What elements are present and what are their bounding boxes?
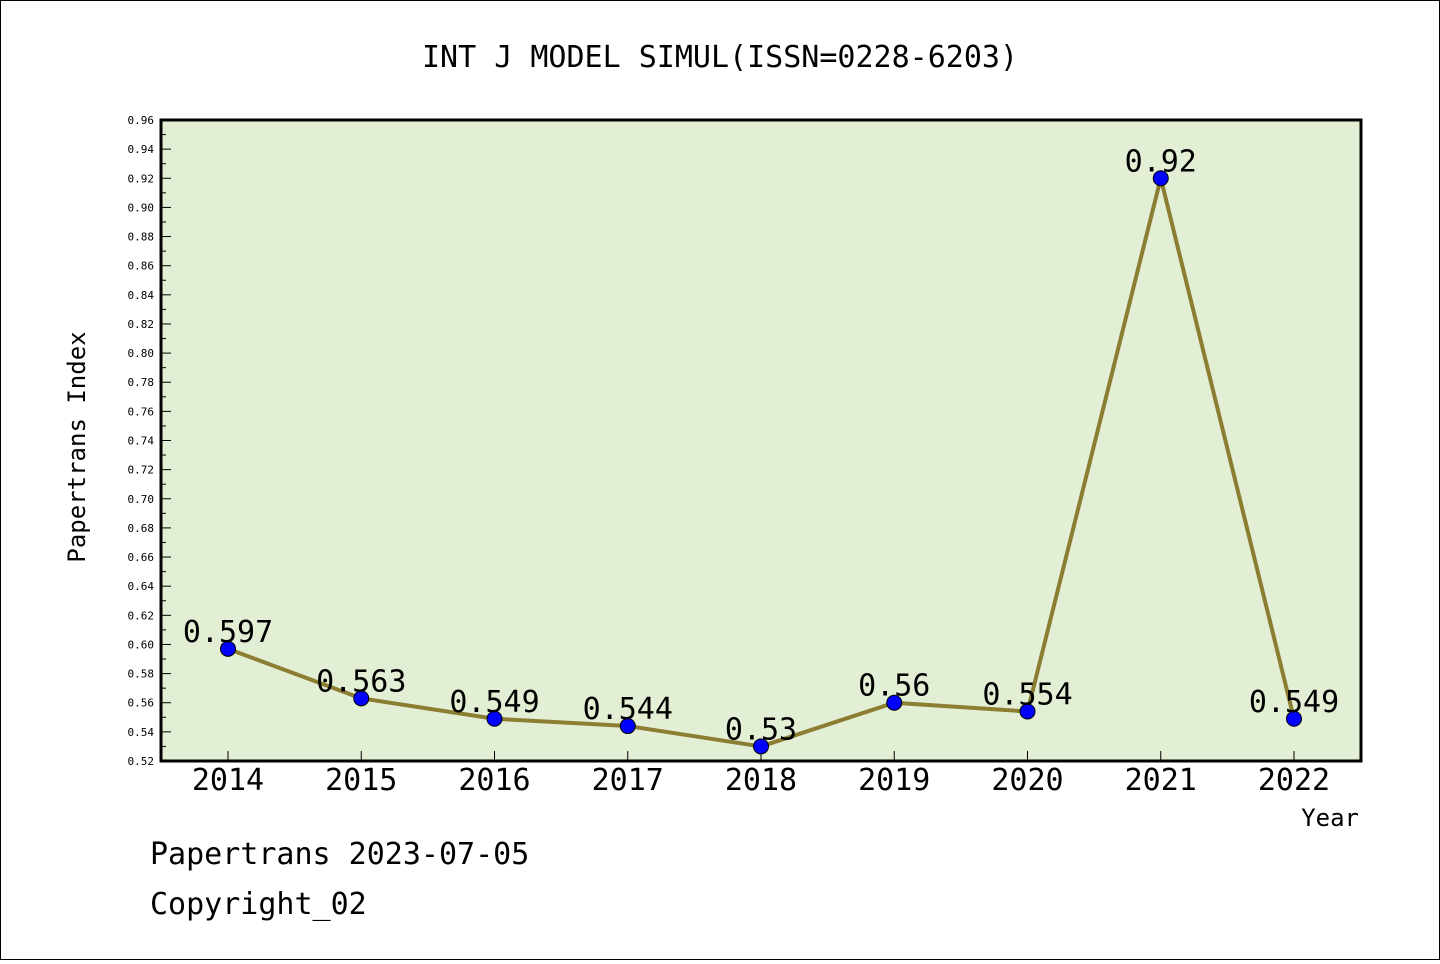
- x-axis-label: Year: [1301, 804, 1359, 832]
- data-point: [1152, 170, 1169, 187]
- x-tick-label: 2020: [991, 763, 1063, 798]
- y-axis-ticks: 0.52 0.54 0.56 0.58 0.60 0.62 0.64 0.66 0.68 0.70…: [128, 114, 171, 768]
- y-tick-label: 0.72: [128, 464, 155, 477]
- data-label: 0.53: [725, 712, 797, 747]
- y-tick-label: 0.76: [128, 405, 155, 418]
- y-tick-label: 0.80: [128, 347, 155, 360]
- y-tick-label: 0.58: [128, 668, 155, 681]
- series-group: 0.597 0.563 0.549 0.544 0.53 0.56 0.554 0.92 0.5…: [183, 144, 1339, 755]
- data-point: [1019, 703, 1036, 720]
- y-tick-label: 0.62: [128, 609, 155, 622]
- x-tick-label: 2018: [725, 763, 797, 798]
- x-tick-label: 2015: [325, 763, 397, 798]
- y-tick-label: 0.68: [128, 522, 155, 535]
- data-label: 0.597: [183, 615, 273, 650]
- plot-area: [159, 118, 1363, 763]
- data-point: [886, 694, 903, 711]
- x-tick-label: 2017: [592, 763, 664, 798]
- data-point: [619, 718, 636, 735]
- y-tick-label: 0.78: [128, 376, 155, 389]
- x-axis-ticks: 2014 2015 2016 2017 2018 2019 2020 2021 2022: [192, 751, 1330, 798]
- y-tick-label: 0.86: [128, 260, 155, 273]
- x-tick-label: 2021: [1125, 763, 1197, 798]
- y-tick-label: 0.74: [128, 435, 155, 448]
- y-tick-label: 0.64: [128, 580, 155, 593]
- chart-title: INT J MODEL SIMUL(ISSN=0228-6203): [422, 40, 1018, 75]
- y-tick-label: 0.88: [128, 231, 155, 244]
- x-tick-label: 2016: [458, 763, 530, 798]
- data-label: 0.544: [583, 692, 673, 727]
- data-label: 0.554: [982, 677, 1072, 712]
- footer-copyright: Copyright_02: [150, 887, 367, 922]
- data-label: 0.549: [449, 685, 539, 720]
- y-tick-label: 0.94: [128, 143, 155, 156]
- x-tick-label: 2022: [1258, 763, 1330, 798]
- y-tick-label: 0.52: [128, 755, 155, 768]
- data-point: [353, 690, 370, 707]
- y-tick-label: 0.66: [128, 551, 155, 564]
- data-point: [1286, 710, 1302, 727]
- data-point: [220, 640, 236, 657]
- y-axis-label: Papertrans Index: [63, 331, 91, 562]
- y-tick-label: 0.56: [128, 697, 155, 710]
- y-tick-label: 0.70: [128, 493, 155, 506]
- data-label: 0.92: [1125, 144, 1197, 179]
- y-tick-label: 0.96: [128, 114, 155, 127]
- data-point: [486, 710, 503, 727]
- y-tick-label: 0.60: [128, 638, 155, 651]
- y-tick-label: 0.84: [128, 289, 155, 302]
- y-tick-label: 0.54: [128, 726, 155, 739]
- x-tick-label: 2014: [192, 763, 264, 798]
- y-tick-label: 0.82: [128, 318, 155, 331]
- data-point: [753, 738, 769, 755]
- x-tick-label: 2019: [858, 763, 930, 798]
- data-label: 0.563: [316, 664, 406, 699]
- data-label: 0.549: [1249, 685, 1339, 720]
- footer-date: Papertrans 2023-07-05: [150, 837, 529, 872]
- y-tick-label: 0.90: [128, 201, 155, 214]
- data-label: 0.56: [858, 669, 930, 704]
- y-tick-label: 0.92: [128, 172, 155, 185]
